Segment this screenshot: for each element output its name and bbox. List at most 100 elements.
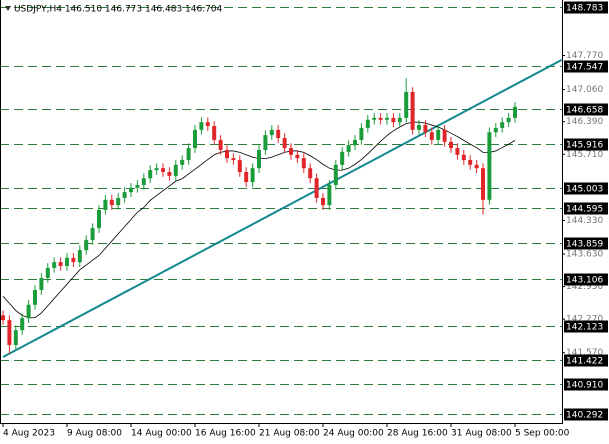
level-label-box <box>564 320 608 333</box>
candle-body <box>442 129 447 142</box>
candle-body <box>109 199 114 206</box>
chart-title: USDJPY,H4 146.510 146.773 146.483 146.70… <box>14 5 223 15</box>
level-label-box <box>564 138 608 151</box>
level-label-box <box>564 354 608 367</box>
candle-body <box>353 139 357 146</box>
candle-body <box>90 228 95 241</box>
candle-body <box>506 117 511 123</box>
candle-body <box>26 304 31 319</box>
candle-body <box>404 91 409 118</box>
candle-body <box>372 117 377 120</box>
candle-body <box>391 117 396 123</box>
candle-body <box>468 160 473 165</box>
candle-body <box>154 168 159 171</box>
level-label: 145.003 <box>566 185 603 195</box>
trendline <box>2 58 563 358</box>
y-tick-label: 141.570 <box>566 348 603 358</box>
candle-body <box>436 129 441 140</box>
candle-body <box>135 184 140 188</box>
candle-body <box>301 158 306 169</box>
candle-body <box>250 168 255 183</box>
candle-body <box>180 160 185 165</box>
candle-body <box>1 315 5 321</box>
candle-body <box>314 178 319 198</box>
candle-body <box>13 330 18 346</box>
candle-body <box>193 129 197 149</box>
level-label: 146.658 <box>566 106 603 116</box>
x-tick-label: 5 Sep 00:00 <box>515 429 570 439</box>
candle-body <box>365 119 370 128</box>
level-label-box <box>564 103 608 116</box>
x-tick-label: 16 Aug 16:00 <box>195 429 256 439</box>
candle-body <box>417 125 421 130</box>
candle-body <box>474 164 479 169</box>
level-label: 141.422 <box>566 357 603 367</box>
x-tick-label: 28 Aug 16:00 <box>387 429 448 439</box>
candle-body <box>122 192 127 198</box>
candle-body <box>199 122 204 130</box>
level-label: 147.547 <box>566 63 603 73</box>
candle-body <box>276 129 281 138</box>
candle-body <box>321 197 325 206</box>
candle-body <box>282 137 287 149</box>
candle-body <box>493 127 498 133</box>
level-label-box <box>564 378 608 391</box>
candle-body <box>84 240 89 251</box>
candle-body <box>308 168 313 179</box>
x-tick-label: 9 Aug 08:00 <box>67 429 122 439</box>
x-tick-label: 21 Aug 08:00 <box>259 429 320 439</box>
candle-body <box>33 289 37 305</box>
level-label-box <box>564 237 608 250</box>
candle-body <box>346 145 351 152</box>
candle-body <box>455 148 460 155</box>
candle-body <box>449 141 453 149</box>
candle-body <box>58 262 63 266</box>
candle-body <box>244 172 249 183</box>
candle-body <box>103 199 108 210</box>
level-label-box <box>564 202 608 215</box>
y-tick-label: 142.950 <box>566 282 603 292</box>
candle-body <box>481 168 485 200</box>
candle-body <box>410 91 415 130</box>
candle-body <box>237 160 242 173</box>
candle-body <box>423 125 428 133</box>
level-label: 140.292 <box>566 411 603 421</box>
candle-body <box>327 184 332 206</box>
candle-body <box>269 129 274 136</box>
candle-body <box>500 122 505 128</box>
y-tick-label: 143.630 <box>566 249 603 259</box>
candle-body <box>116 197 121 206</box>
symbol-icon <box>5 6 11 11</box>
level-label: 140.910 <box>566 381 603 391</box>
level-label: 143.106 <box>566 276 603 286</box>
x-tick-label: 24 Aug 00:00 <box>323 429 384 439</box>
level-label-box <box>564 273 608 286</box>
x-tick-label: 4 Aug 2023 <box>3 429 55 439</box>
candle-body <box>295 154 300 159</box>
candle-body <box>231 158 236 161</box>
candle-body <box>429 132 434 140</box>
candle-body <box>141 178 146 185</box>
candle-body <box>161 168 165 173</box>
level-label: 145.916 <box>566 141 603 151</box>
candle-body <box>397 117 402 123</box>
level-label-box <box>564 1 608 14</box>
candle-body <box>257 149 261 169</box>
candle-body <box>173 164 178 176</box>
candle-body <box>212 126 217 140</box>
level-label: 143.859 <box>566 240 603 250</box>
y-tick-label: 142.270 <box>566 315 603 325</box>
level-label-box <box>564 408 608 421</box>
y-tick-label: 144.330 <box>566 216 603 226</box>
candle-body <box>77 250 82 263</box>
candle-body <box>359 127 364 140</box>
level-label-box <box>564 60 608 73</box>
candle-body <box>487 132 492 200</box>
x-tick-label: 31 Aug 08:00 <box>451 429 512 439</box>
candle-body <box>186 148 191 161</box>
candle-body <box>45 267 50 278</box>
candle-body <box>7 320 12 346</box>
candle-body <box>167 172 172 176</box>
candle-body <box>385 117 389 120</box>
candle-body <box>340 151 345 165</box>
